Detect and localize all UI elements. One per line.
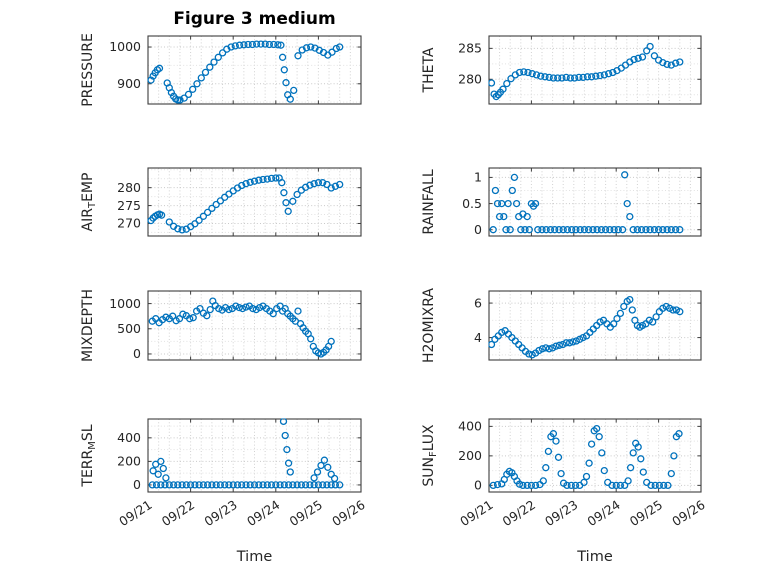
y-tick-label: 0 [133,477,141,492]
y-tick-label: 285 [458,41,482,56]
x-axis-label-right: Time [577,549,613,565]
series-theta [488,42,684,101]
y-tick-label: 1000 [109,296,141,311]
plot-theta: 280 285 THETA [421,35,702,105]
subplot-pressure: 900 1000 PRESSURE [70,28,370,114]
subplot-h2omixra: 4 6 H2OMIXRA [411,283,710,370]
x-tick-label: 09/22 [500,497,538,529]
y-tick-label: 200 [458,448,482,463]
x-tick-label: 09/25 [627,497,665,529]
ylabel-sunflux: SUNFLUX [421,424,439,487]
subplot-sunflux: 09/21 09/22 09/23 09/24 09/25 09/26 0 200 400 SUN… [411,411,710,564]
x-tick-label: 09/24 [584,497,622,529]
ylabel-theta: THETA [421,47,437,93]
plot-sunflux: 09/21 09/22 09/23 09/24 09/25 09/26 0 200 400 SUN… [421,418,708,529]
y-tick-label: 400 [458,419,482,434]
x-tick-label: 09/23 [542,497,580,529]
x-axis-label-left: Time [236,549,273,565]
plot-h2omixra: 4 6 H2OMIXRA [421,288,702,363]
x-tick-label: 09/21 [116,497,154,529]
ylabel-pressure: PRESSURE [80,33,96,107]
x-tick-label: 09/23 [201,497,239,529]
ylabel-h2omixra: H2OMIXRA [421,288,437,363]
y-tick-label: 200 [117,454,141,469]
y-tick-label: 0.5 [462,196,482,211]
y-tick-label: 500 [117,321,141,336]
x-tick-label: 09/22 [159,497,197,529]
plot-terrmsl: 09/21 09/22 09/23 09/24 09/25 09/26 0 200 400 TER… [80,418,368,529]
series-rainfall [489,171,684,234]
y-tick-label: 900 [117,76,141,91]
y-tick-label: 6 [474,295,482,310]
x-tick-label: 09/24 [244,497,282,529]
plot-rainfall: 0 0.5 1 RAINFALL [421,167,702,237]
x-tick-label: 09/26 [329,497,367,529]
subplot-rainfall: 0 0.5 1 RAINFALL [411,160,710,246]
subplot-mixdepth: 0 500 1000 MIXDEPTH [70,283,370,370]
y-tick-label: 270 [117,216,141,231]
y-tick-label: 0 [133,346,141,361]
series-terrmsl [148,418,344,489]
x-tick-label: 09/26 [669,497,707,529]
series-h2omixra [488,295,684,359]
series-pressure [147,40,344,104]
ylabel-rainfall: RAINFALL [421,169,437,234]
subplot-theta: 280 285 THETA [411,28,710,114]
figure-title: Figure 3 medium [173,9,336,29]
plot-mixdepth: 0 500 1000 MIXDEPTH [80,289,362,362]
subplot-airtemp: 270 275 280 AIRTEMP [70,160,370,246]
y-tick-label: 0 [474,222,482,237]
y-tick-label: 275 [117,198,141,213]
subplot-terrmsl: 09/21 09/22 09/23 09/24 09/25 09/26 0 200 400 TER… [70,411,370,564]
y-tick-label: 0 [474,478,482,493]
y-tick-label: 1 [474,170,482,185]
ylabel-mixdepth: MIXDEPTH [80,289,96,362]
y-tick-label: 400 [117,430,141,445]
ylabel-terrmsl: TERRMSL [80,424,98,487]
plot-airtemp: 270 275 280 AIRTEMP [80,167,362,237]
series-sunflux [489,424,683,490]
ylabel-airtemp: AIRTEMP [80,173,98,232]
y-tick-label: 280 [117,180,141,195]
series-mixdepth [148,297,335,358]
x-tick-label: 09/25 [287,497,325,529]
y-tick-label: 4 [474,330,482,345]
y-tick-label: 280 [458,71,482,86]
x-tick-label: 09/21 [457,497,495,529]
series-airtemp [147,174,344,234]
plot-pressure: 900 1000 PRESSURE [80,33,362,107]
y-tick-label: 1000 [109,39,141,54]
